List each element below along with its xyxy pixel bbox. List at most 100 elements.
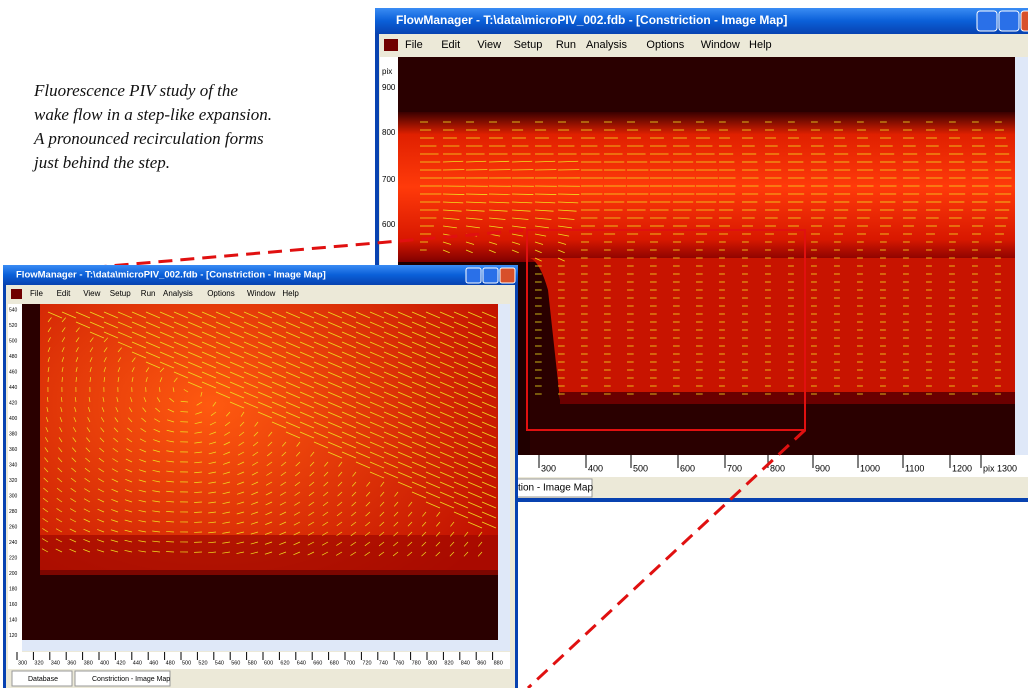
vector bbox=[103, 357, 107, 363]
vector bbox=[252, 451, 259, 456]
vector bbox=[355, 401, 371, 409]
x-ruler-label: 580 bbox=[248, 660, 257, 666]
vector bbox=[87, 417, 91, 423]
vector bbox=[341, 361, 357, 369]
vector bbox=[442, 217, 460, 220]
vector bbox=[103, 311, 119, 319]
menu-item[interactable]: File bbox=[405, 39, 423, 51]
menu-item[interactable]: Help bbox=[282, 289, 299, 298]
vector bbox=[208, 551, 217, 554]
menu-item[interactable]: Analysis bbox=[163, 289, 193, 298]
vector bbox=[89, 357, 93, 363]
flow-region bbox=[530, 258, 1015, 400]
vector bbox=[69, 548, 77, 553]
vector bbox=[511, 249, 519, 254]
maximize-button[interactable] bbox=[998, 10, 1020, 32]
menu-item[interactable]: Run bbox=[141, 289, 156, 298]
vector bbox=[280, 491, 287, 496]
menu-item[interactable]: Window bbox=[247, 289, 276, 298]
vector bbox=[187, 321, 203, 329]
vector bbox=[215, 321, 231, 329]
y-ruler-label: 120 bbox=[9, 633, 18, 639]
vector bbox=[299, 361, 315, 369]
vector bbox=[111, 509, 119, 513]
vector bbox=[453, 311, 469, 319]
vector bbox=[55, 538, 63, 543]
scrollbar[interactable] bbox=[1015, 57, 1028, 455]
scrollbar[interactable] bbox=[22, 640, 510, 651]
vector bbox=[313, 411, 329, 419]
maximize-button[interactable] bbox=[482, 267, 499, 284]
tab[interactable] bbox=[74, 670, 171, 687]
vector bbox=[557, 233, 570, 237]
x-ruler-label: 1200 bbox=[952, 463, 972, 473]
vector bbox=[201, 331, 217, 339]
vector bbox=[324, 461, 329, 467]
vector bbox=[481, 511, 497, 519]
vector bbox=[365, 501, 371, 507]
vector bbox=[222, 521, 231, 524]
menu-item[interactable]: Setup bbox=[514, 39, 543, 51]
vector bbox=[557, 249, 565, 254]
vector bbox=[47, 317, 52, 323]
vector bbox=[138, 479, 147, 483]
vector bbox=[321, 551, 329, 556]
y-ruler-label: 200 bbox=[9, 571, 18, 577]
vector bbox=[117, 321, 133, 329]
vector bbox=[253, 431, 259, 437]
vector bbox=[61, 327, 66, 333]
menu-item[interactable]: View bbox=[83, 289, 100, 298]
vector bbox=[439, 361, 455, 369]
vector bbox=[222, 471, 231, 475]
menu-item[interactable]: Edit bbox=[57, 289, 72, 298]
menu-item[interactable]: Analysis bbox=[586, 39, 627, 51]
vector bbox=[383, 361, 399, 369]
vector bbox=[257, 331, 273, 339]
vector bbox=[201, 341, 217, 349]
vector bbox=[488, 217, 506, 220]
vector bbox=[393, 501, 399, 507]
menu-item[interactable]: Edit bbox=[441, 39, 460, 51]
vector bbox=[327, 391, 343, 399]
menu-item[interactable]: Window bbox=[701, 39, 740, 51]
menu-item[interactable]: Options bbox=[207, 289, 235, 298]
tab[interactable] bbox=[11, 670, 73, 687]
vector bbox=[285, 311, 301, 319]
scrollbar[interactable] bbox=[498, 304, 510, 640]
vector bbox=[411, 471, 427, 479]
menu-item[interactable]: Help bbox=[749, 39, 772, 51]
vector bbox=[271, 381, 287, 389]
vector bbox=[442, 225, 457, 229]
menu-item[interactable]: Options bbox=[646, 39, 684, 51]
vector bbox=[421, 541, 427, 547]
menu-item[interactable]: File bbox=[30, 289, 43, 298]
caption: Fluorescence PIV study of the wake flow i… bbox=[32, 81, 272, 172]
menu-item[interactable]: Run bbox=[556, 39, 576, 51]
vector bbox=[252, 461, 259, 466]
vector bbox=[467, 461, 483, 469]
vector bbox=[313, 381, 329, 389]
x-ruler-label: 620 bbox=[280, 660, 289, 666]
close-button[interactable] bbox=[1020, 10, 1028, 32]
menu-item[interactable]: Setup bbox=[110, 289, 131, 298]
vector bbox=[397, 481, 413, 489]
menu-item[interactable]: View bbox=[477, 39, 501, 51]
vector bbox=[279, 501, 287, 506]
minimize-button[interactable] bbox=[976, 10, 998, 32]
close-button[interactable] bbox=[499, 267, 516, 284]
x-ruler-label: 800 bbox=[428, 660, 437, 666]
vector bbox=[229, 361, 245, 369]
vector bbox=[285, 421, 301, 429]
vector bbox=[110, 549, 119, 553]
minimize-button[interactable] bbox=[465, 267, 482, 284]
vector bbox=[338, 461, 343, 467]
vector bbox=[369, 361, 385, 369]
vector bbox=[392, 551, 399, 557]
vector bbox=[47, 337, 51, 343]
vector bbox=[60, 397, 63, 403]
vector bbox=[453, 451, 469, 459]
y-ruler bbox=[8, 304, 22, 652]
vector bbox=[180, 400, 189, 403]
x-ruler-label: 700 bbox=[727, 463, 742, 473]
